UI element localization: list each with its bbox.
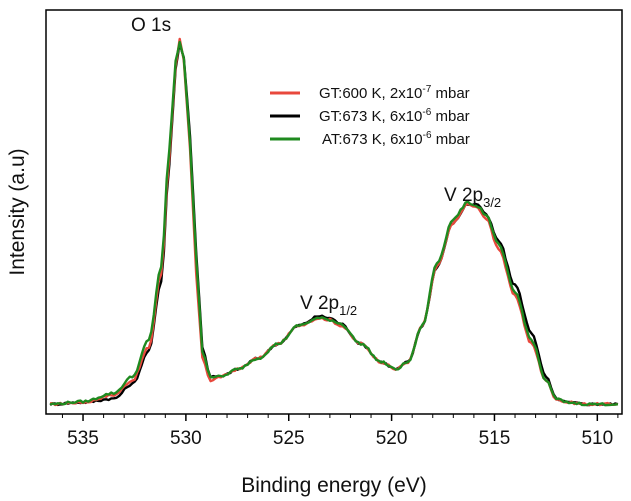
legend-label-gt673: GT:673 K, 6x10-6 mbar: [319, 107, 470, 125]
legend-label-gt600: GT:600 K, 2x10-7 mbar: [319, 84, 470, 102]
series-line-2: [49, 40, 619, 407]
annotation-v2p-three-half: V 2p3/2: [444, 185, 501, 210]
x-tick-label: 525: [273, 428, 305, 449]
series-layer: [49, 37, 619, 407]
x-tick-label: 520: [376, 428, 408, 449]
annotation-v2p-half: V 2p1/2: [300, 293, 357, 318]
plot-frame: [45, 9, 623, 415]
x-tick-label: 535: [67, 428, 99, 449]
legend: GT:600 K, 2x10-7 mbar GT:673 K, 6x10-6 m…: [270, 84, 470, 148]
x-axis-ticks: 535 530 525 520 515 510: [61, 414, 619, 449]
x-tick-label: 515: [479, 428, 511, 449]
y-axis-label: Intensity (a.u): [6, 148, 29, 275]
annotation-o1s: O 1s: [131, 15, 171, 36]
x-tick-label: 510: [581, 428, 613, 449]
x-axis-label: Binding energy (eV): [241, 474, 427, 497]
x-tick-label: 530: [170, 428, 202, 449]
legend-label-at673: AT:673 K, 6x10-6 mbar: [322, 130, 470, 148]
